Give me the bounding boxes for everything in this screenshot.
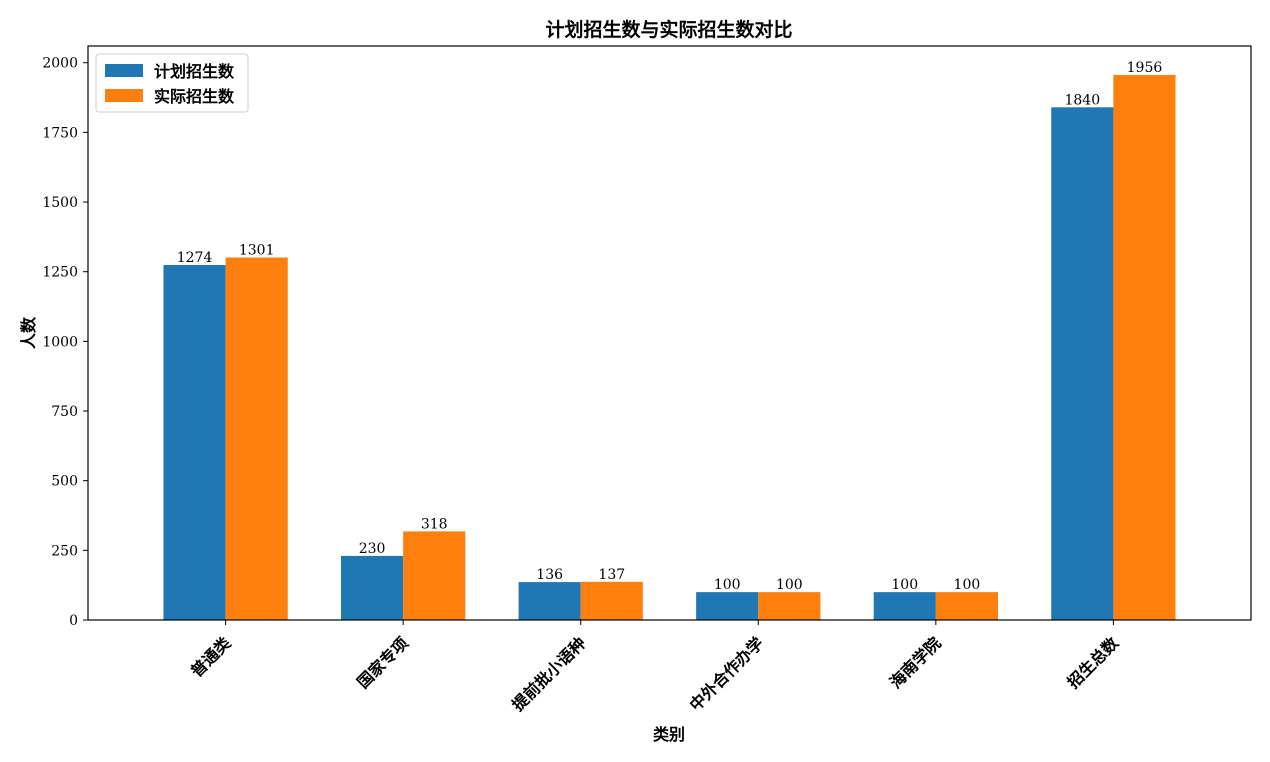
plot-frame xyxy=(87,45,1252,621)
bar-value-label: 137 xyxy=(598,567,625,583)
legend-label: 计划招生数 xyxy=(154,62,235,81)
bar-planned-5 xyxy=(1051,107,1114,621)
bar-actual-1 xyxy=(403,531,466,620)
x-tick-label: 提前批小语种 xyxy=(508,633,589,714)
bar-planned-0 xyxy=(163,265,226,620)
bar-value-label: 100 xyxy=(714,577,741,593)
x-axis-label: 类别 xyxy=(653,725,685,744)
bar-planned-3 xyxy=(696,592,759,620)
y-tick-label: 0 xyxy=(69,613,78,629)
bar-value-label: 136 xyxy=(536,567,563,583)
y-tick-label: 1500 xyxy=(42,195,78,211)
bar-value-label: 318 xyxy=(421,516,448,532)
bar-planned-2 xyxy=(518,582,581,620)
bar-actual-0 xyxy=(225,257,288,620)
y-tick-label: 250 xyxy=(51,543,78,559)
x-tick-label: 国家专项 xyxy=(353,633,412,692)
bar-value-label: 230 xyxy=(359,541,386,557)
bar-value-label: 100 xyxy=(776,577,803,593)
bar-planned-1 xyxy=(341,555,404,620)
y-tick-label: 500 xyxy=(51,474,78,490)
legend-swatch xyxy=(105,64,143,77)
chart-title: 计划招生数与实际招生数对比 xyxy=(545,18,792,41)
y-tick-label: 1250 xyxy=(42,265,78,281)
y-tick-label: 1000 xyxy=(42,334,78,350)
bar-value-label: 1956 xyxy=(1127,60,1163,76)
legend-label: 实际招生数 xyxy=(154,87,235,106)
bar-value-label: 1840 xyxy=(1064,92,1100,108)
x-tick-label: 中外合作办学 xyxy=(686,633,767,714)
bar-value-label: 100 xyxy=(891,577,918,593)
bar-value-label: 1274 xyxy=(177,250,213,266)
x-tick-label: 招生总数 xyxy=(1064,633,1123,692)
legend-swatch xyxy=(105,89,143,102)
y-tick-label: 1750 xyxy=(42,125,78,141)
y-tick-label: 2000 xyxy=(42,56,78,72)
x-tick-label: 普通类 xyxy=(187,633,235,681)
bar-actual-5 xyxy=(1113,74,1176,621)
y-tick-label: 750 xyxy=(51,404,78,420)
bar-value-label: 100 xyxy=(954,577,981,593)
bar-actual-3 xyxy=(758,592,821,620)
x-tick-label: 海南学院 xyxy=(886,633,945,692)
y-axis-label: 人数 xyxy=(19,316,38,349)
bar-value-label: 1301 xyxy=(239,242,275,258)
bar-actual-2 xyxy=(580,581,643,620)
bar-actual-4 xyxy=(935,592,998,620)
bar-planned-4 xyxy=(873,592,936,620)
plot-area: 1274 230 136 100 100 1840 1301 318 137 100 100 1956… xyxy=(42,45,1252,715)
